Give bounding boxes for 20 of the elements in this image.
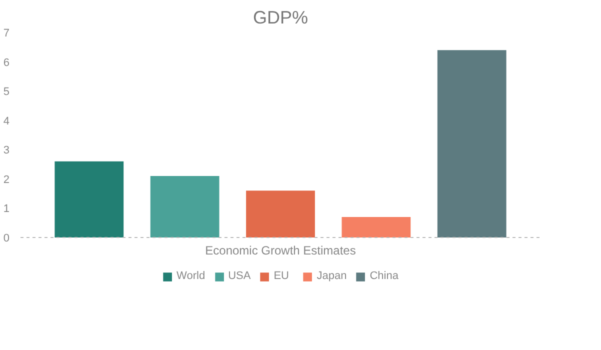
legend-label: EU	[274, 270, 290, 282]
y-tick-label: 6	[3, 56, 10, 69]
legend-label: China	[370, 270, 398, 282]
bar	[246, 190, 315, 238]
bar	[150, 176, 220, 238]
y-tick-label: 3	[3, 144, 10, 157]
legend-label: World	[176, 270, 206, 282]
y-tick-label: 7	[3, 28, 10, 40]
y-tick-label: 4	[3, 115, 10, 128]
x-axis-title: Economic Growth Estimates	[205, 244, 356, 258]
bar	[342, 217, 411, 238]
y-tick-label: 5	[3, 86, 10, 98]
bar	[54, 161, 124, 238]
legend-label: USA	[228, 270, 251, 282]
bar	[437, 50, 506, 238]
chart-title: GDP%	[252, 8, 308, 28]
y-tick-label: 1	[3, 203, 10, 216]
y-tick-label: 0	[3, 232, 10, 244]
y-tick-label: 2	[3, 174, 10, 186]
legend-label: Japan	[316, 270, 347, 282]
